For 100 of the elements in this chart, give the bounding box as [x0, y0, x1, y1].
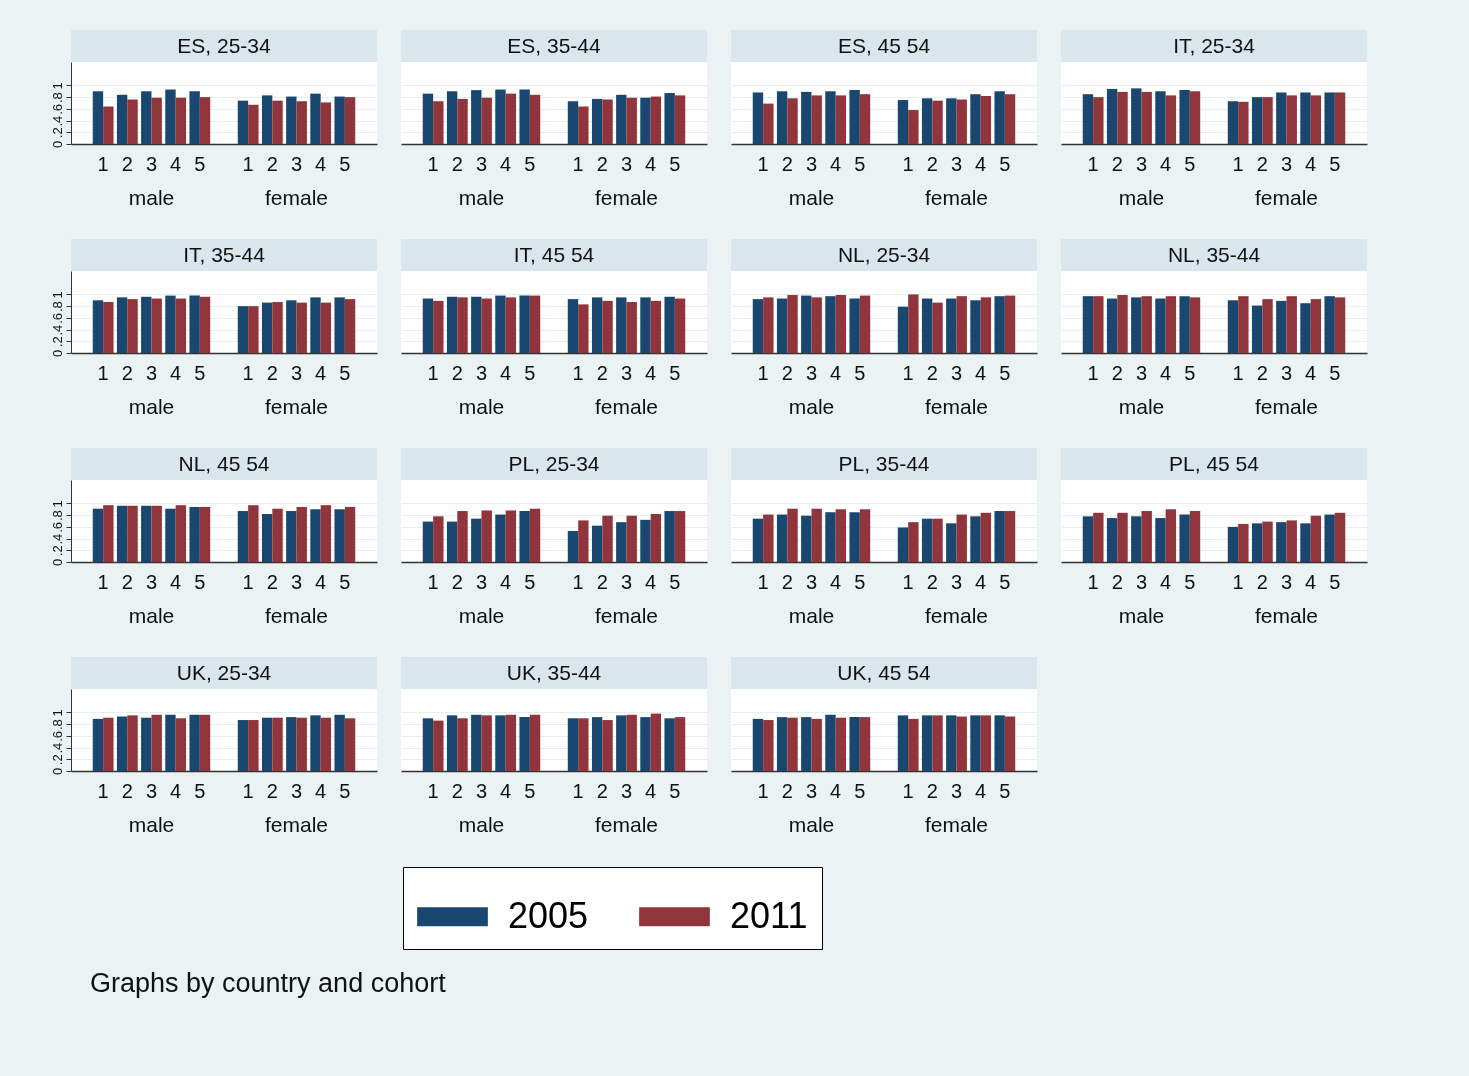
x-tick-label: 5 — [1329, 152, 1341, 175]
bar — [310, 509, 321, 562]
bar — [505, 297, 517, 353]
x-tick-label: 2 — [781, 570, 793, 593]
bar — [801, 515, 812, 562]
x-tick-label: 5 — [339, 152, 351, 175]
bar — [908, 522, 919, 562]
bar — [752, 299, 764, 353]
bar — [1334, 297, 1346, 353]
x-tick-label: 3 — [475, 779, 488, 802]
text: male — [788, 813, 835, 836]
x-tick-label: 1 — [97, 570, 109, 593]
bar — [1082, 296, 1094, 353]
bar — [272, 100, 283, 144]
text: male — [458, 186, 505, 209]
x-tick-label: 4 — [500, 779, 512, 802]
bar — [859, 509, 871, 562]
bar — [92, 508, 104, 562]
x-tick-label: 2 — [926, 152, 938, 175]
text: male — [1118, 604, 1165, 627]
chart-title: NL, 25-34 — [837, 243, 931, 266]
x-tick-label: 4 — [645, 779, 657, 802]
x-tick-label: 3 — [145, 779, 158, 802]
bar — [1310, 95, 1322, 144]
bar — [897, 100, 909, 144]
x-tick-label: 1 — [1232, 361, 1244, 384]
x-tick-label: 5 — [1184, 570, 1196, 593]
x-tick-label: 2 — [266, 570, 278, 593]
bar — [994, 511, 1005, 562]
y-tick-label: 0 — [49, 140, 65, 149]
bar — [433, 101, 444, 144]
bar — [752, 92, 764, 144]
x-tick-label: 5 — [999, 361, 1011, 384]
legend-label: 2011 — [730, 894, 808, 936]
x-tick-label: 3 — [290, 779, 303, 802]
bar — [1179, 514, 1190, 562]
x-tick-label: 5 — [194, 570, 206, 593]
text: male — [788, 604, 835, 627]
x-tick-label: 4 — [830, 570, 842, 593]
bar — [471, 90, 482, 144]
x-tick-label: 2 — [451, 361, 463, 384]
bar — [932, 302, 943, 353]
bar — [567, 530, 579, 562]
bar — [141, 505, 152, 562]
x-tick-label: 1 — [242, 570, 254, 593]
x-tick-label: 2 — [926, 779, 938, 802]
x-tick-label: 5 — [854, 570, 866, 593]
bar — [956, 296, 967, 353]
bar — [1262, 299, 1273, 353]
x-tick-label: 2 — [1256, 570, 1268, 593]
bar — [626, 97, 637, 144]
x-tick-label: 3 — [145, 152, 158, 175]
bar — [1286, 520, 1297, 562]
bar — [1117, 91, 1128, 144]
text: Graphs by country and cohort — [90, 968, 447, 999]
bar — [237, 100, 249, 144]
x-tick-label: 4 — [830, 152, 842, 175]
bar — [946, 98, 957, 144]
x-tick-label: 4 — [1160, 361, 1172, 384]
bar — [956, 99, 967, 144]
x-tick-label: 3 — [950, 779, 963, 802]
text: male — [128, 813, 175, 836]
x-tick-label: 1 — [1087, 152, 1099, 175]
bar — [787, 508, 798, 562]
bar — [151, 505, 162, 562]
bar — [286, 511, 297, 562]
bar — [1227, 101, 1239, 144]
bar — [970, 516, 981, 562]
bar — [199, 97, 211, 144]
bar — [481, 510, 492, 562]
chart-title: NL, 35-44 — [1167, 243, 1261, 266]
bar — [481, 97, 492, 144]
y-tick-label: .4 — [49, 324, 65, 336]
bar — [664, 511, 675, 562]
x-tick-label: 2 — [781, 361, 793, 384]
y-tick-label: .4 — [49, 533, 65, 545]
bar — [471, 296, 482, 353]
bar — [286, 300, 297, 353]
bar — [980, 297, 992, 353]
bar — [92, 91, 104, 144]
bar — [1300, 92, 1311, 144]
x-tick-label: 2 — [266, 152, 278, 175]
text: female — [1255, 604, 1319, 627]
x-tick-label: 3 — [950, 361, 963, 384]
text: female — [925, 813, 989, 836]
bar — [471, 518, 482, 562]
bar — [116, 505, 128, 562]
x-tick-label: 3 — [1135, 570, 1148, 593]
bar — [650, 300, 662, 353]
x-tick-label: 3 — [1280, 152, 1293, 175]
bar — [320, 505, 332, 562]
bar — [640, 297, 651, 353]
bar — [849, 512, 860, 562]
x-tick-label: 2 — [121, 152, 133, 175]
text: female — [265, 186, 329, 209]
x-tick-label: 1 — [427, 779, 439, 802]
bar — [505, 93, 517, 144]
bar — [446, 91, 458, 144]
bar — [151, 298, 162, 353]
bar — [835, 95, 847, 144]
